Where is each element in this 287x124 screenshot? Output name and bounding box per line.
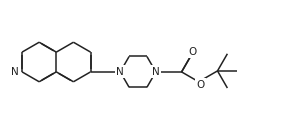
Text: N: N [11,67,19,77]
Text: N: N [116,67,124,77]
Text: N: N [152,67,160,77]
Text: O: O [188,47,197,57]
Text: O: O [197,80,205,90]
